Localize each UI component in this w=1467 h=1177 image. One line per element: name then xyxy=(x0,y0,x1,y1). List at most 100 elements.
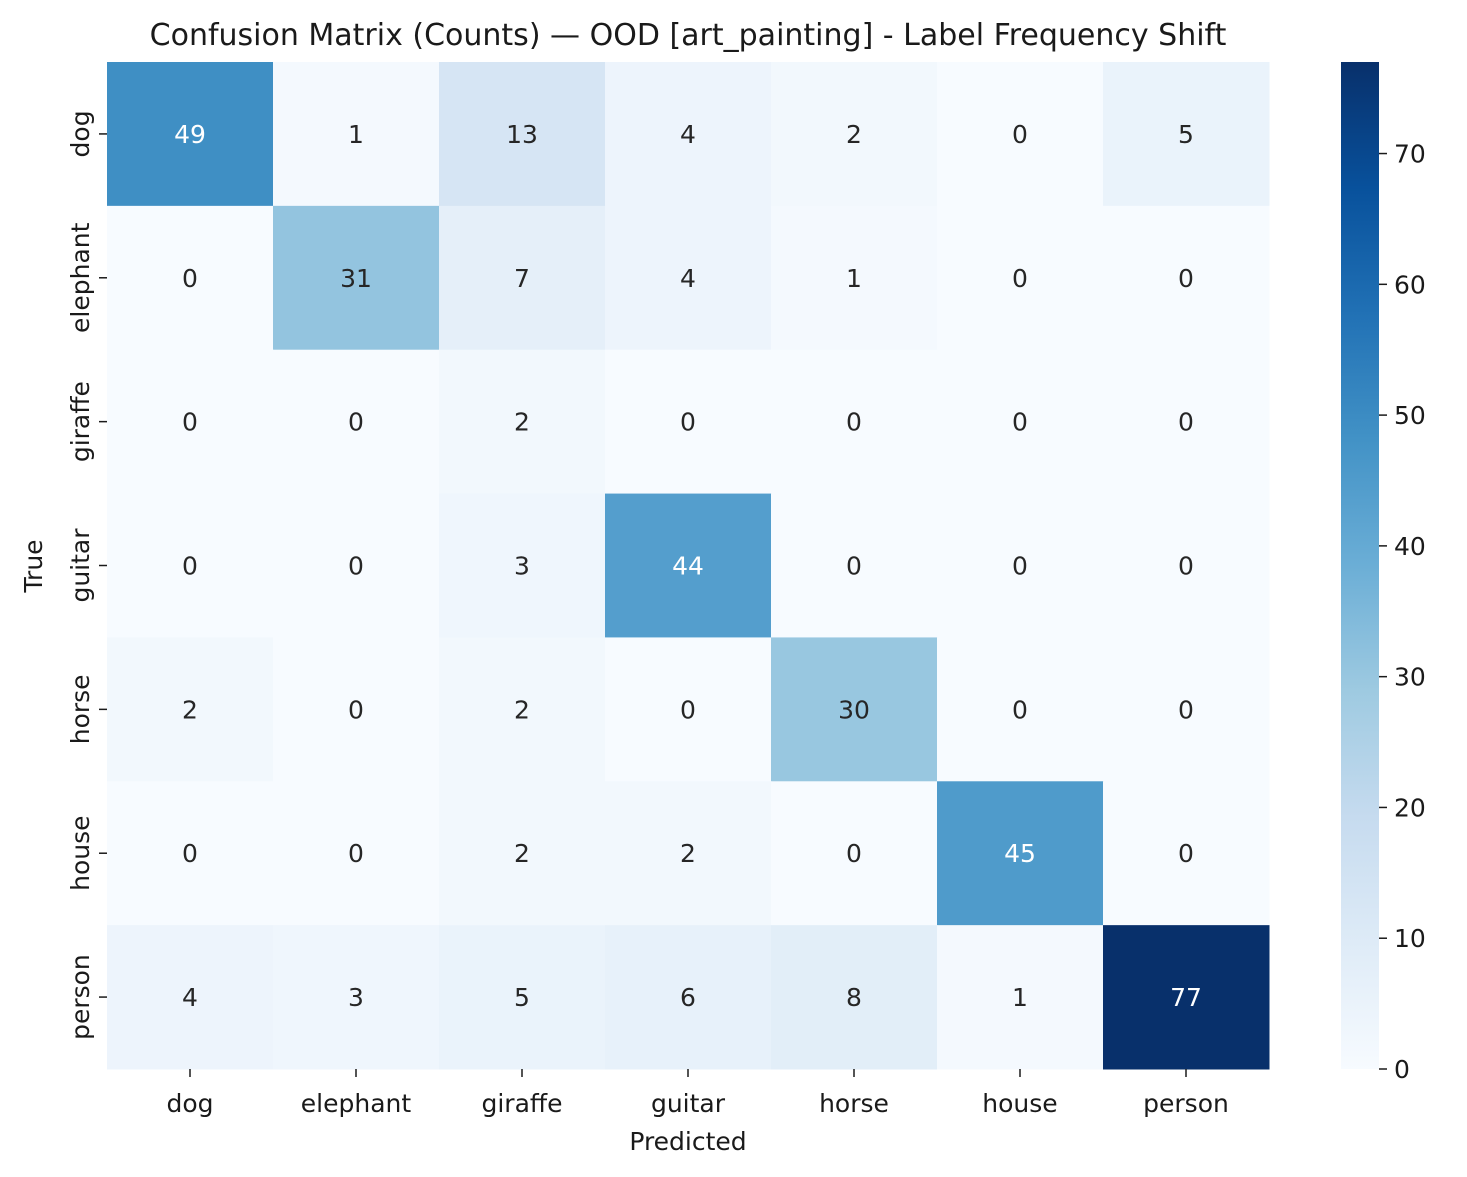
colorbar-tick-label: 10 xyxy=(1394,924,1426,953)
cell-value-label: 0 xyxy=(1012,408,1028,437)
heatmap-cell xyxy=(937,781,1104,926)
heatmap-cell xyxy=(1103,205,1270,351)
cell-value-label: 0 xyxy=(680,695,696,724)
colorbar-tick-label: 0 xyxy=(1394,1055,1410,1084)
cell-value-label: 0 xyxy=(846,552,862,581)
heatmap-cell xyxy=(771,205,938,351)
cell-value-label: 30 xyxy=(838,695,870,724)
cell-value-label: 31 xyxy=(340,264,372,293)
x-tick-label: giraffe xyxy=(481,1089,562,1118)
heatmap-cell xyxy=(1103,62,1270,207)
heatmap-cell xyxy=(1103,349,1270,495)
cell-value-label: 0 xyxy=(1012,552,1028,581)
cell-value-label: 3 xyxy=(348,983,364,1012)
cell-value-label: 7 xyxy=(514,264,530,293)
heatmap-cell xyxy=(439,637,606,782)
cell-value-label: 13 xyxy=(506,120,538,149)
y-tick-label: giraffe xyxy=(66,381,95,462)
cell-value-label: 1 xyxy=(1012,983,1028,1012)
heatmap-cell xyxy=(605,493,772,638)
cell-value-label: 5 xyxy=(514,983,530,1012)
cell-value-label: 0 xyxy=(182,552,198,581)
cell-value-label: 1 xyxy=(846,264,862,293)
x-tick-label: guitar xyxy=(651,1089,726,1118)
chart-title: Confusion Matrix (Counts) — OOD [art_pai… xyxy=(150,18,1227,53)
cell-value-label: 77 xyxy=(1170,983,1202,1012)
cell-value-label: 2 xyxy=(680,839,696,868)
heatmap-cell xyxy=(937,62,1104,207)
heatmap-cell xyxy=(771,493,938,638)
heatmap-cell xyxy=(439,781,606,926)
cell-value-label: 6 xyxy=(680,983,696,1012)
colorbar-tick-label: 60 xyxy=(1394,270,1426,299)
heatmap-cell xyxy=(1103,637,1270,782)
heatmap-cell xyxy=(107,781,274,926)
cell-value-label: 1 xyxy=(348,120,364,149)
cell-value-label: 0 xyxy=(680,408,696,437)
colorbar-tick-label: 20 xyxy=(1394,793,1426,822)
heatmap-cell xyxy=(771,349,938,495)
cell-value-label: 2 xyxy=(514,408,530,437)
heatmap-cell xyxy=(937,925,1104,1070)
heatmap-cell xyxy=(107,925,274,1070)
heatmap-cell xyxy=(273,925,440,1070)
heatmap-cell xyxy=(605,925,772,1070)
cell-value-label: 0 xyxy=(1178,408,1194,437)
heatmap-cell xyxy=(107,205,274,351)
cell-value-label: 0 xyxy=(182,839,198,868)
cell-value-label: 44 xyxy=(672,552,704,581)
cell-value-label: 0 xyxy=(182,408,198,437)
heatmap-cell xyxy=(771,781,938,926)
heatmap-cell xyxy=(107,493,274,638)
colorbar-tick-label: 50 xyxy=(1394,401,1426,430)
cell-value-label: 0 xyxy=(1178,552,1194,581)
heatmap-cell xyxy=(107,637,274,782)
cell-value-label: 0 xyxy=(1012,264,1028,293)
heatmap-cell xyxy=(107,62,274,207)
heatmap-cell xyxy=(937,205,1104,351)
y-tick-label: house xyxy=(66,816,95,891)
cell-value-label: 49 xyxy=(174,120,206,149)
cell-value-label: 0 xyxy=(1178,695,1194,724)
cell-value-label: 0 xyxy=(348,695,364,724)
colorbar-tick-label: 40 xyxy=(1394,532,1426,561)
cell-value-label: 2 xyxy=(514,839,530,868)
heatmap-cell xyxy=(771,925,938,1070)
cell-value-label: 2 xyxy=(846,120,862,149)
cell-value-label: 0 xyxy=(348,839,364,868)
cell-value-label: 4 xyxy=(680,120,696,149)
heatmap-cell xyxy=(605,205,772,351)
heatmap-cell xyxy=(273,493,440,638)
colorbar: 0 10 20 30 40 50 60 70 xyxy=(1341,62,1426,1084)
y-tick-label: guitar xyxy=(66,528,95,603)
heatmap-cell-labels: 49 1 13 4 2 0 50 31 7 4 1 0 00 0 2 0 0 0 00 0 3 44 0 0 02 0 2 0 30 0 0… xyxy=(174,120,1202,1012)
cell-value-label: 4 xyxy=(182,983,198,1012)
heatmap-cell xyxy=(605,781,772,926)
heatmap-cell xyxy=(273,349,440,495)
heatmap-cell xyxy=(273,781,440,926)
heatmap-cell xyxy=(273,205,440,351)
heatmap-cell xyxy=(439,925,606,1070)
heatmap-cell xyxy=(1103,781,1270,926)
x-tick-label: person xyxy=(1143,1089,1229,1118)
cell-value-label: 2 xyxy=(182,695,198,724)
x-tick-label: horse xyxy=(819,1089,889,1118)
x-tick-label: dog xyxy=(166,1089,213,1118)
heatmap-cell xyxy=(439,493,606,638)
colorbar-tick-label: 70 xyxy=(1394,140,1426,169)
heatmap-cell xyxy=(107,349,274,495)
cell-value-label: 8 xyxy=(846,983,862,1012)
cell-value-label: 0 xyxy=(1178,264,1194,293)
colorbar-tick-label: 30 xyxy=(1394,663,1426,692)
cell-value-label: 0 xyxy=(1178,839,1194,868)
heatmap-cells xyxy=(107,62,1270,1070)
colorbar-gradient xyxy=(1341,62,1379,1069)
heatmap-cell xyxy=(439,349,606,495)
cell-value-label: 2 xyxy=(514,695,530,724)
heatmap-cell xyxy=(605,637,772,782)
heatmap-cell xyxy=(439,62,606,207)
heatmap-cell xyxy=(273,637,440,782)
cell-value-label: 0 xyxy=(1012,695,1028,724)
cell-value-label: 4 xyxy=(680,264,696,293)
